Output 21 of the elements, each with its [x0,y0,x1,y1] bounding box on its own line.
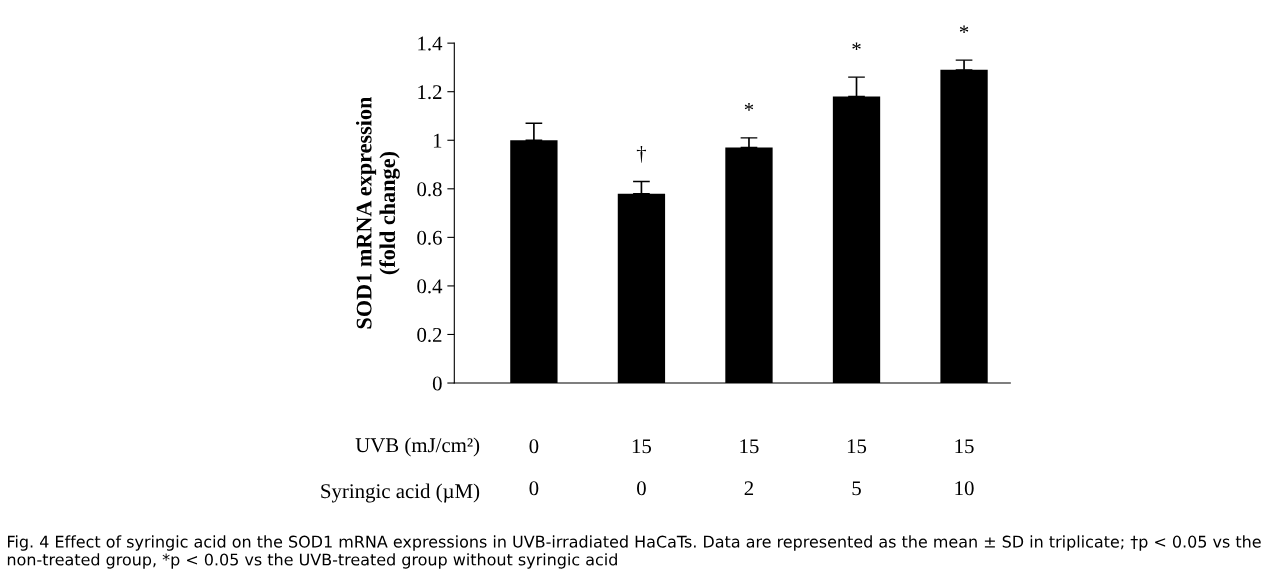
annotation: * [744,103,754,111]
y-tick-label: 0.4 [417,279,443,294]
y-tick-label: 1.4 [418,36,443,51]
y-tick-label: 1.2 [418,85,442,100]
category-label: 15 10 [955,439,974,496]
annotation: † [636,145,646,163]
category-label: 15 0 [632,439,652,496]
category-label: 15 2 [740,439,759,496]
category-label: 0 0 [529,439,539,496]
annotation: * [852,42,861,51]
y-tick-label: 0.6 [417,230,442,245]
text: Syringic acid (µM) [321,483,480,503]
y-tick-label: 1 [433,133,442,148]
annotation: * [959,25,969,34]
y-tick-label: 0.2 [417,327,442,342]
category-label: 15 5 [847,439,867,496]
y-axis-title: SOD1 mRNA expression (fold change) [355,96,400,329]
y-tick-label: 0.8 [417,182,442,197]
y-tick-label: 0 [432,376,442,391]
caption: Fig. 4 Effect of syringic acid on the SOD1 mRNA expressions in UVB-irradiated HaCaTs. Data are represented as the mean ± SD in triplicate; †p < 0.05 vs the non-treated group, *p < 0.05 vs the UVB-treated group without syringic acid [7,535,1261,569]
text: UVB (mJ/cm²) [355,437,480,457]
